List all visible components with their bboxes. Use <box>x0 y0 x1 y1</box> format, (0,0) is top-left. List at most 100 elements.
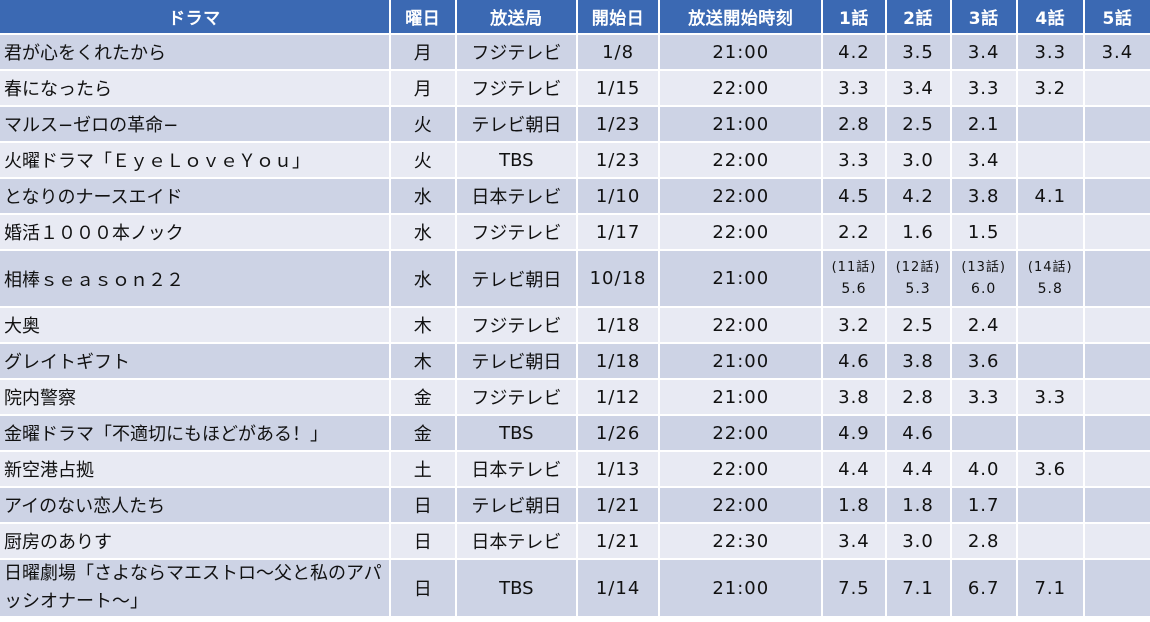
air-day: 水 <box>390 251 455 306</box>
table-row: 婚活１０００本ノック水フジテレビ 1/17 22:00 2.2 1.6 1.5 <box>0 215 1150 249</box>
episode-rating: 3.6 <box>1017 452 1083 486</box>
episode-rating <box>1084 416 1150 450</box>
episode-rating: (12話) 5.3 <box>886 251 950 306</box>
episode-rating: 3.3 <box>951 71 1016 105</box>
start-time: 22:00 <box>660 179 822 213</box>
start-time: 21:00 <box>660 380 822 414</box>
start-time: 21:00 <box>660 35 822 69</box>
air-day: 木 <box>390 308 455 342</box>
episode-rating: 3.4 <box>951 143 1016 177</box>
episode-rating: 3.3 <box>823 143 885 177</box>
episode-rating: 3.5 <box>886 35 950 69</box>
episode-rating: 3.0 <box>886 524 950 558</box>
station: テレビ朝日 <box>456 488 576 522</box>
episode-rating: 4.6 <box>823 344 885 378</box>
header-row: ドラマ 曜日 放送局 開始日 放送開始時刻 1話 2話 3話 4話 5話 <box>0 0 1150 33</box>
start-time: 21:00 <box>660 560 822 616</box>
start-time: 21:00 <box>660 251 822 306</box>
episode-rating <box>1017 416 1083 450</box>
start-date: 10/18 <box>577 251 659 306</box>
drama-title: 大奥 <box>0 308 389 342</box>
episode-rating <box>951 416 1016 450</box>
table-row: 厨房のありす日日本テレビ 1/21 22:30 3.4 3.0 2.8 <box>0 524 1150 558</box>
episode-rating: 2.5 <box>886 308 950 342</box>
episode-rating: 1.8 <box>823 488 885 522</box>
episode-rating: 4.1 <box>1017 179 1083 213</box>
start-time: 22:00 <box>660 308 822 342</box>
start-date: 1/15 <box>577 71 659 105</box>
air-day: 月 <box>390 71 455 105</box>
table-row: 君が心をくれたから月フジテレビ 1/8 21:00 4.2 3.5 3.4 3.3 3.4 <box>0 35 1150 69</box>
episode-rating <box>1017 344 1083 378</box>
drama-title: 春になったら <box>0 71 389 105</box>
episode-rating: 4.5 <box>823 179 885 213</box>
table-row: アイのない恋人たち日テレビ朝日 1/21 22:00 1.8 1.8 1.7 <box>0 488 1150 522</box>
table-row: グレイトギフト木テレビ朝日 1/18 21:00 4.6 3.8 3.6 <box>0 344 1150 378</box>
station: テレビ朝日 <box>456 251 576 306</box>
station: フジテレビ <box>456 35 576 69</box>
table-row: 大奥木フジテレビ 1/18 22:00 3.2 2.5 2.4 <box>0 308 1150 342</box>
episode-rating-value: 5.3 <box>905 280 931 297</box>
episode-number-note: (13話) <box>961 259 1006 275</box>
episode-rating: 3.3 <box>1017 35 1083 69</box>
air-day: 火 <box>390 143 455 177</box>
episode-rating: 3.4 <box>823 524 885 558</box>
episode-rating <box>1084 251 1150 306</box>
start-date: 1/17 <box>577 215 659 249</box>
header-ep1: 1話 <box>823 0 885 33</box>
air-day: 水 <box>390 215 455 249</box>
table-row: マルス−ゼロの革命− 火テレビ朝日 1/23 21:00 2.8 2.5 2.1 <box>0 107 1150 141</box>
episode-rating: 3.3 <box>951 380 1016 414</box>
episode-rating: 2.8 <box>886 380 950 414</box>
start-time: 21:00 <box>660 344 822 378</box>
table-row: 火曜ドラマ「ＥｙｅＬｏｖｅＹｏｕ」火 TBS 1/23 22:00 3.3 3.0 3.4 <box>0 143 1150 177</box>
air-day: 日 <box>390 488 455 522</box>
episode-rating: 4.4 <box>823 452 885 486</box>
episode-rating: 7.1 <box>886 560 950 616</box>
start-date: 1/21 <box>577 524 659 558</box>
air-day: 日 <box>390 524 455 558</box>
episode-rating: 4.0 <box>951 452 1016 486</box>
drama-title: となりのナースエイド <box>0 179 389 213</box>
episode-number-note: (12話) <box>895 259 941 275</box>
header-ep4: 4話 <box>1017 0 1083 33</box>
episode-rating <box>1017 215 1083 249</box>
start-date: 1/13 <box>577 452 659 486</box>
episode-rating: (11話) 5.6 <box>823 251 885 306</box>
station: フジテレビ <box>456 215 576 249</box>
start-date: 1/18 <box>577 344 659 378</box>
episode-rating: 3.2 <box>823 308 885 342</box>
start-date: 1/23 <box>577 107 659 141</box>
episode-rating: 2.5 <box>886 107 950 141</box>
episode-rating <box>1017 488 1083 522</box>
drama-title: アイのない恋人たち <box>0 488 389 522</box>
drama-title: 君が心をくれたから <box>0 35 389 69</box>
episode-rating: 3.4 <box>951 35 1016 69</box>
episode-number-note: (11話) <box>831 259 877 275</box>
station: フジテレビ <box>456 71 576 105</box>
header-start-time: 放送開始時刻 <box>660 0 822 33</box>
episode-rating <box>1017 107 1083 141</box>
episode-rating: 1.5 <box>951 215 1016 249</box>
start-time: 22:00 <box>660 488 822 522</box>
episode-rating: 2.2 <box>823 215 885 249</box>
episode-rating: 4.9 <box>823 416 885 450</box>
table-row: 金曜ドラマ「不適切にもほどがある！」金 TBS 1/26 22:00 4.9 4.6 <box>0 416 1150 450</box>
episode-rating-value: 6.0 <box>971 280 997 297</box>
header-start-date: 開始日 <box>577 0 659 33</box>
episode-rating: 3.8 <box>823 380 885 414</box>
drama-title: 新空港占拠 <box>0 452 389 486</box>
drama-title: マルス−ゼロの革命− <box>0 107 389 141</box>
episode-rating-value: 5.8 <box>1037 280 1063 297</box>
header-ep2: 2話 <box>886 0 950 33</box>
drama-title: 院内警察 <box>0 380 389 414</box>
header-station: 放送局 <box>456 0 576 33</box>
episode-rating <box>1084 71 1150 105</box>
header-ep5: 5話 <box>1084 0 1150 33</box>
episode-number-note: (14話) <box>1027 259 1073 275</box>
episode-rating: 6.7 <box>951 560 1016 616</box>
episode-rating: 4.4 <box>886 452 950 486</box>
station: 日本テレビ <box>456 524 576 558</box>
episode-rating <box>1084 380 1150 414</box>
